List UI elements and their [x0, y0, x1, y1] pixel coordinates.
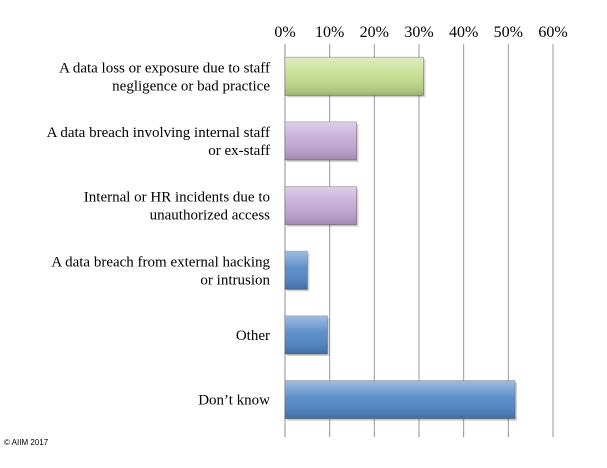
gridlines	[284, 44, 554, 437]
category-labels: A data loss or exposure due to staff negl…	[47, 60, 271, 408]
x-tick-label: 50%	[494, 24, 523, 41]
x-axis-ticks: 0% 10% 20% 30% 40% 50% 60%	[274, 24, 567, 41]
bar-highlight	[285, 57, 424, 96]
x-tick-label: 60%	[538, 24, 567, 41]
category-label: or intrusion	[200, 272, 270, 288]
x-tick-label: 10%	[315, 24, 344, 41]
bar-highlight	[285, 380, 516, 419]
category-label: negligence or bad practice	[112, 78, 270, 94]
x-tick-label: 30%	[404, 24, 433, 41]
category-label: Don’t know	[198, 393, 270, 409]
category-label: unauthorized access	[150, 208, 271, 224]
x-tick-label: 20%	[360, 24, 389, 41]
copyright-notice: © AIIM 2017	[4, 438, 49, 447]
category-label: Other	[236, 328, 270, 344]
x-tick-label: 0%	[274, 24, 295, 41]
category-label: or ex-staff	[208, 143, 270, 159]
bar-highlight	[285, 316, 328, 354]
category-label: A data breach involving internal staff	[47, 125, 270, 141]
bar-highlight	[285, 186, 357, 225]
category-label: Internal or HR incidents due to	[84, 190, 270, 206]
bars	[284, 56, 518, 421]
bar-highlight	[285, 251, 308, 290]
bar-highlight	[285, 122, 357, 160]
x-tick-label: 40%	[449, 24, 478, 41]
category-label: A data loss or exposure due to staff	[59, 60, 270, 76]
category-label: A data breach from external hacking	[51, 254, 270, 270]
